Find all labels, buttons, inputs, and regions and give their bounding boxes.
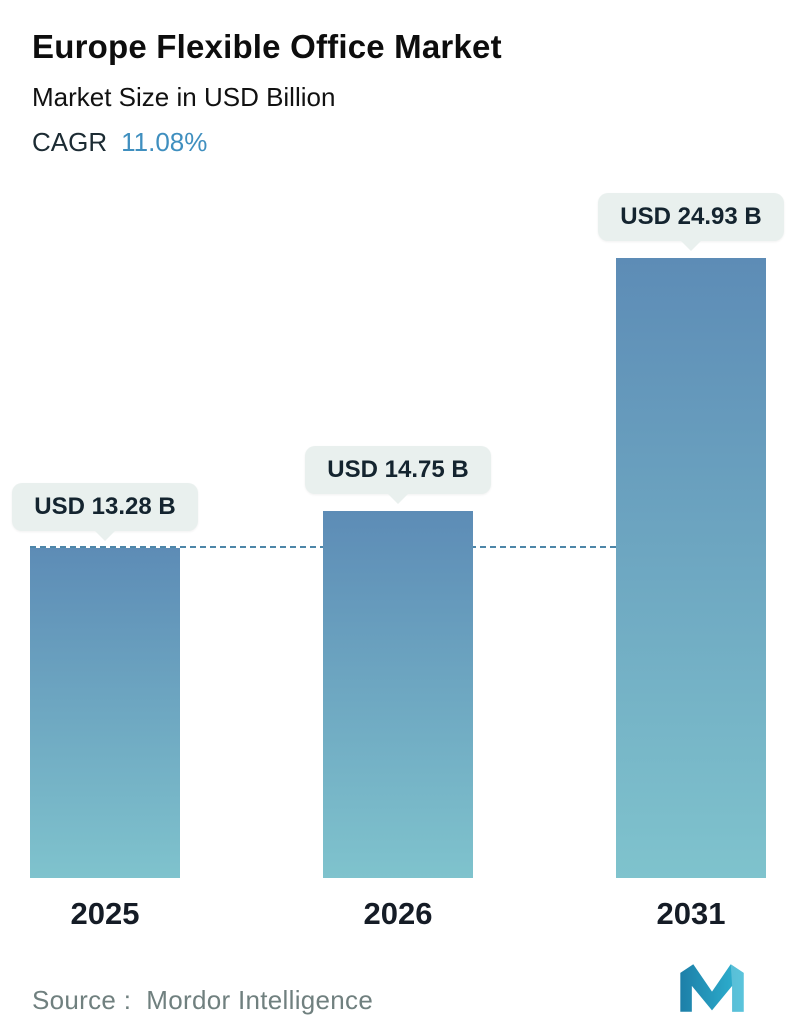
chart-subtitle: Market Size in USD Billion: [32, 82, 336, 112]
bar-group-2025: USD 13.28 B: [12, 483, 198, 878]
value-label-2031: USD 24.93 B: [598, 193, 784, 241]
cagr-value: 11.08%: [121, 127, 208, 157]
bars-row: USD 13.28 B USD 14.75 B USD 24.93 B: [12, 178, 784, 878]
cagr-row: CAGR 11.08%: [32, 127, 764, 158]
bar-2026: [323, 511, 473, 878]
chart-header: Europe Flexible Office Market Market Siz…: [0, 0, 796, 158]
value-label-2026: USD 14.75 B: [305, 446, 491, 494]
chart-title: Europe Flexible Office Market: [32, 28, 502, 65]
x-label-2031: 2031: [656, 896, 726, 931]
cagr-label: CAGR: [32, 127, 108, 157]
x-axis-labels: 2025 2026 2031: [30, 896, 766, 932]
bar-chart: USD 13.28 B USD 14.75 B USD 24.93 B: [12, 178, 784, 878]
bar-group-2031: USD 24.93 B: [598, 193, 784, 878]
chart-footer: Source : Mordor Intelligence: [0, 960, 796, 1016]
value-label-pointer: [680, 240, 702, 251]
bar-2025: [30, 548, 180, 878]
source-text: Source : Mordor Intelligence: [32, 985, 373, 1016]
value-label-pointer: [94, 530, 116, 541]
x-label-2025: 2025: [70, 896, 140, 931]
bar-group-2026: USD 14.75 B: [305, 446, 491, 878]
bar-2031: [616, 258, 766, 878]
source-value: Mordor Intelligence: [146, 985, 374, 1015]
mordor-intelligence-logo: [680, 964, 744, 1012]
value-label-pointer: [387, 493, 409, 504]
value-label-2025: USD 13.28 B: [12, 483, 198, 531]
x-label-2026: 2026: [363, 896, 433, 931]
source-label: Source :: [32, 985, 132, 1015]
